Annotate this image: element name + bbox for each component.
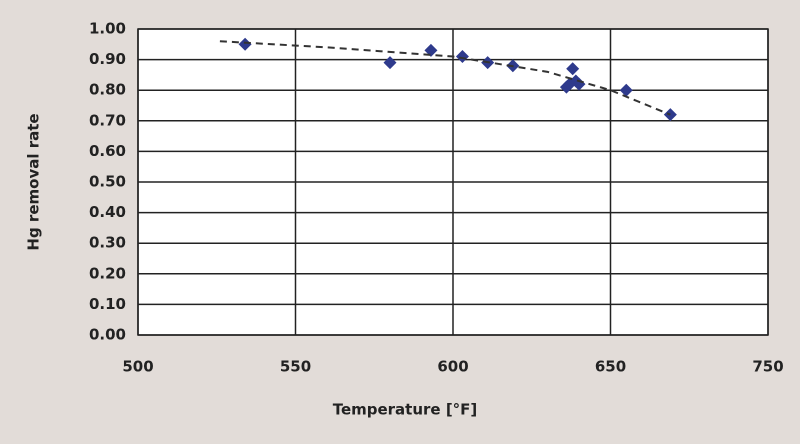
y-tick-label: 0.70 (89, 111, 126, 129)
point (424, 43, 438, 57)
y-tick-label: 0.30 (89, 234, 126, 252)
y-tick-label: 0.80 (89, 81, 126, 99)
y-tick-label: 0.40 (89, 203, 126, 221)
x-axis-label: Temperature [°F] (333, 401, 478, 419)
x-tick-label: 650 (595, 358, 626, 376)
point (455, 50, 469, 64)
y-axis-label: Hg removal rate (25, 113, 43, 250)
plot-border (137, 28, 769, 336)
y-tick-label: 0.90 (89, 50, 126, 68)
x-tick-label: 500 (122, 358, 153, 376)
trend-line (219, 40, 671, 116)
x-tick-label: 750 (752, 358, 783, 376)
point (619, 83, 633, 97)
x-tick-label: 550 (280, 358, 311, 376)
y-tick-label: 0.50 (89, 173, 126, 191)
y-tick-label: 1.00 (89, 20, 126, 38)
y-tick-label: 0.60 (89, 142, 126, 160)
y-tick-label: 0.20 (89, 264, 126, 282)
y-tick-label: 0.10 (89, 295, 126, 313)
point (566, 62, 580, 76)
y-tick-label: 0.00 (89, 326, 126, 344)
point (383, 56, 397, 70)
x-tick-label: 600 (437, 358, 468, 376)
point (572, 77, 586, 91)
point (238, 37, 252, 51)
